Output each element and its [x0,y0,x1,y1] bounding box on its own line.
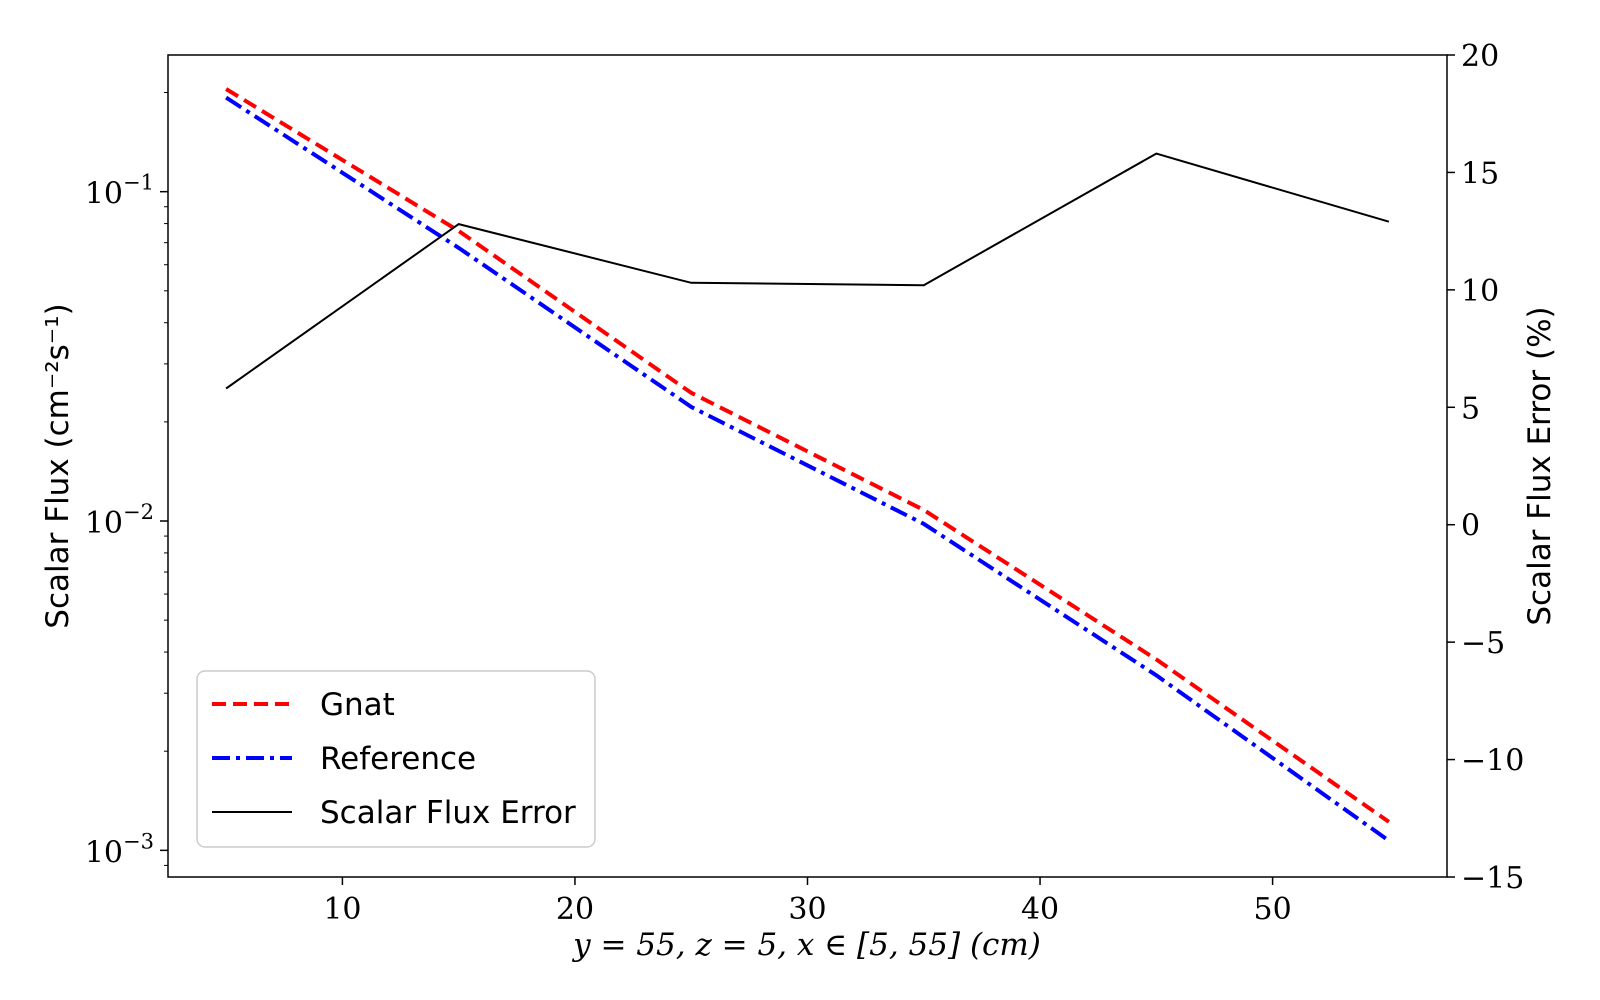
x-tick-label: 50 [1253,892,1291,927]
y-right-tick-label: 5 [1461,391,1480,426]
x-axis-label: y = 55, z = 5, x ∈ [5, 55] (cm) [571,927,1041,963]
x-tick-label: 10 [323,892,361,927]
y-left-axis-ticks: 10−1 10−2 10−3 [85,92,168,870]
x-axis-ticks: 10 20 30 40 50 [323,877,1292,927]
legend: Gnat Reference Scalar Flux Error [196,670,596,848]
legend-box [196,670,596,848]
x-tick-label: 20 [556,892,594,927]
y-right-axis-ticks: 20 15 10 5 0 −5 −10 −15 [1447,39,1524,896]
y-right-tick-label: 0 [1461,509,1480,544]
series-layer [225,87,1391,843]
legend-label: Gnat [320,687,395,723]
y-right-tick-label: 15 [1461,156,1499,191]
x-tick-label: 30 [788,892,826,927]
legend-label: Reference [320,741,476,777]
y-right-tick-label: 10 [1461,274,1499,309]
legend-label: Scalar Flux Error [320,795,576,831]
y-right-tick-label: 20 [1461,39,1499,74]
y-left-tick-label: 10−3 [85,829,154,870]
y-right-tick-label: −10 [1461,744,1524,779]
x-tick-label: 40 [1021,892,1059,927]
series-line-reference [225,95,1391,843]
y-left-tick-label: 10−2 [85,500,154,541]
y-left-axis-label: Scalar Flux (cm⁻²s⁻¹) [40,303,76,628]
y-right-axis-label: Scalar Flux Error (%) [1522,306,1558,625]
y-right-tick-label: −5 [1461,626,1505,661]
y-left-tick-label: 10−1 [85,171,154,212]
y-right-tick-label: −15 [1461,861,1524,896]
series-line-scalar-flux-error [225,152,1390,390]
series-line-gnat [225,87,1391,824]
